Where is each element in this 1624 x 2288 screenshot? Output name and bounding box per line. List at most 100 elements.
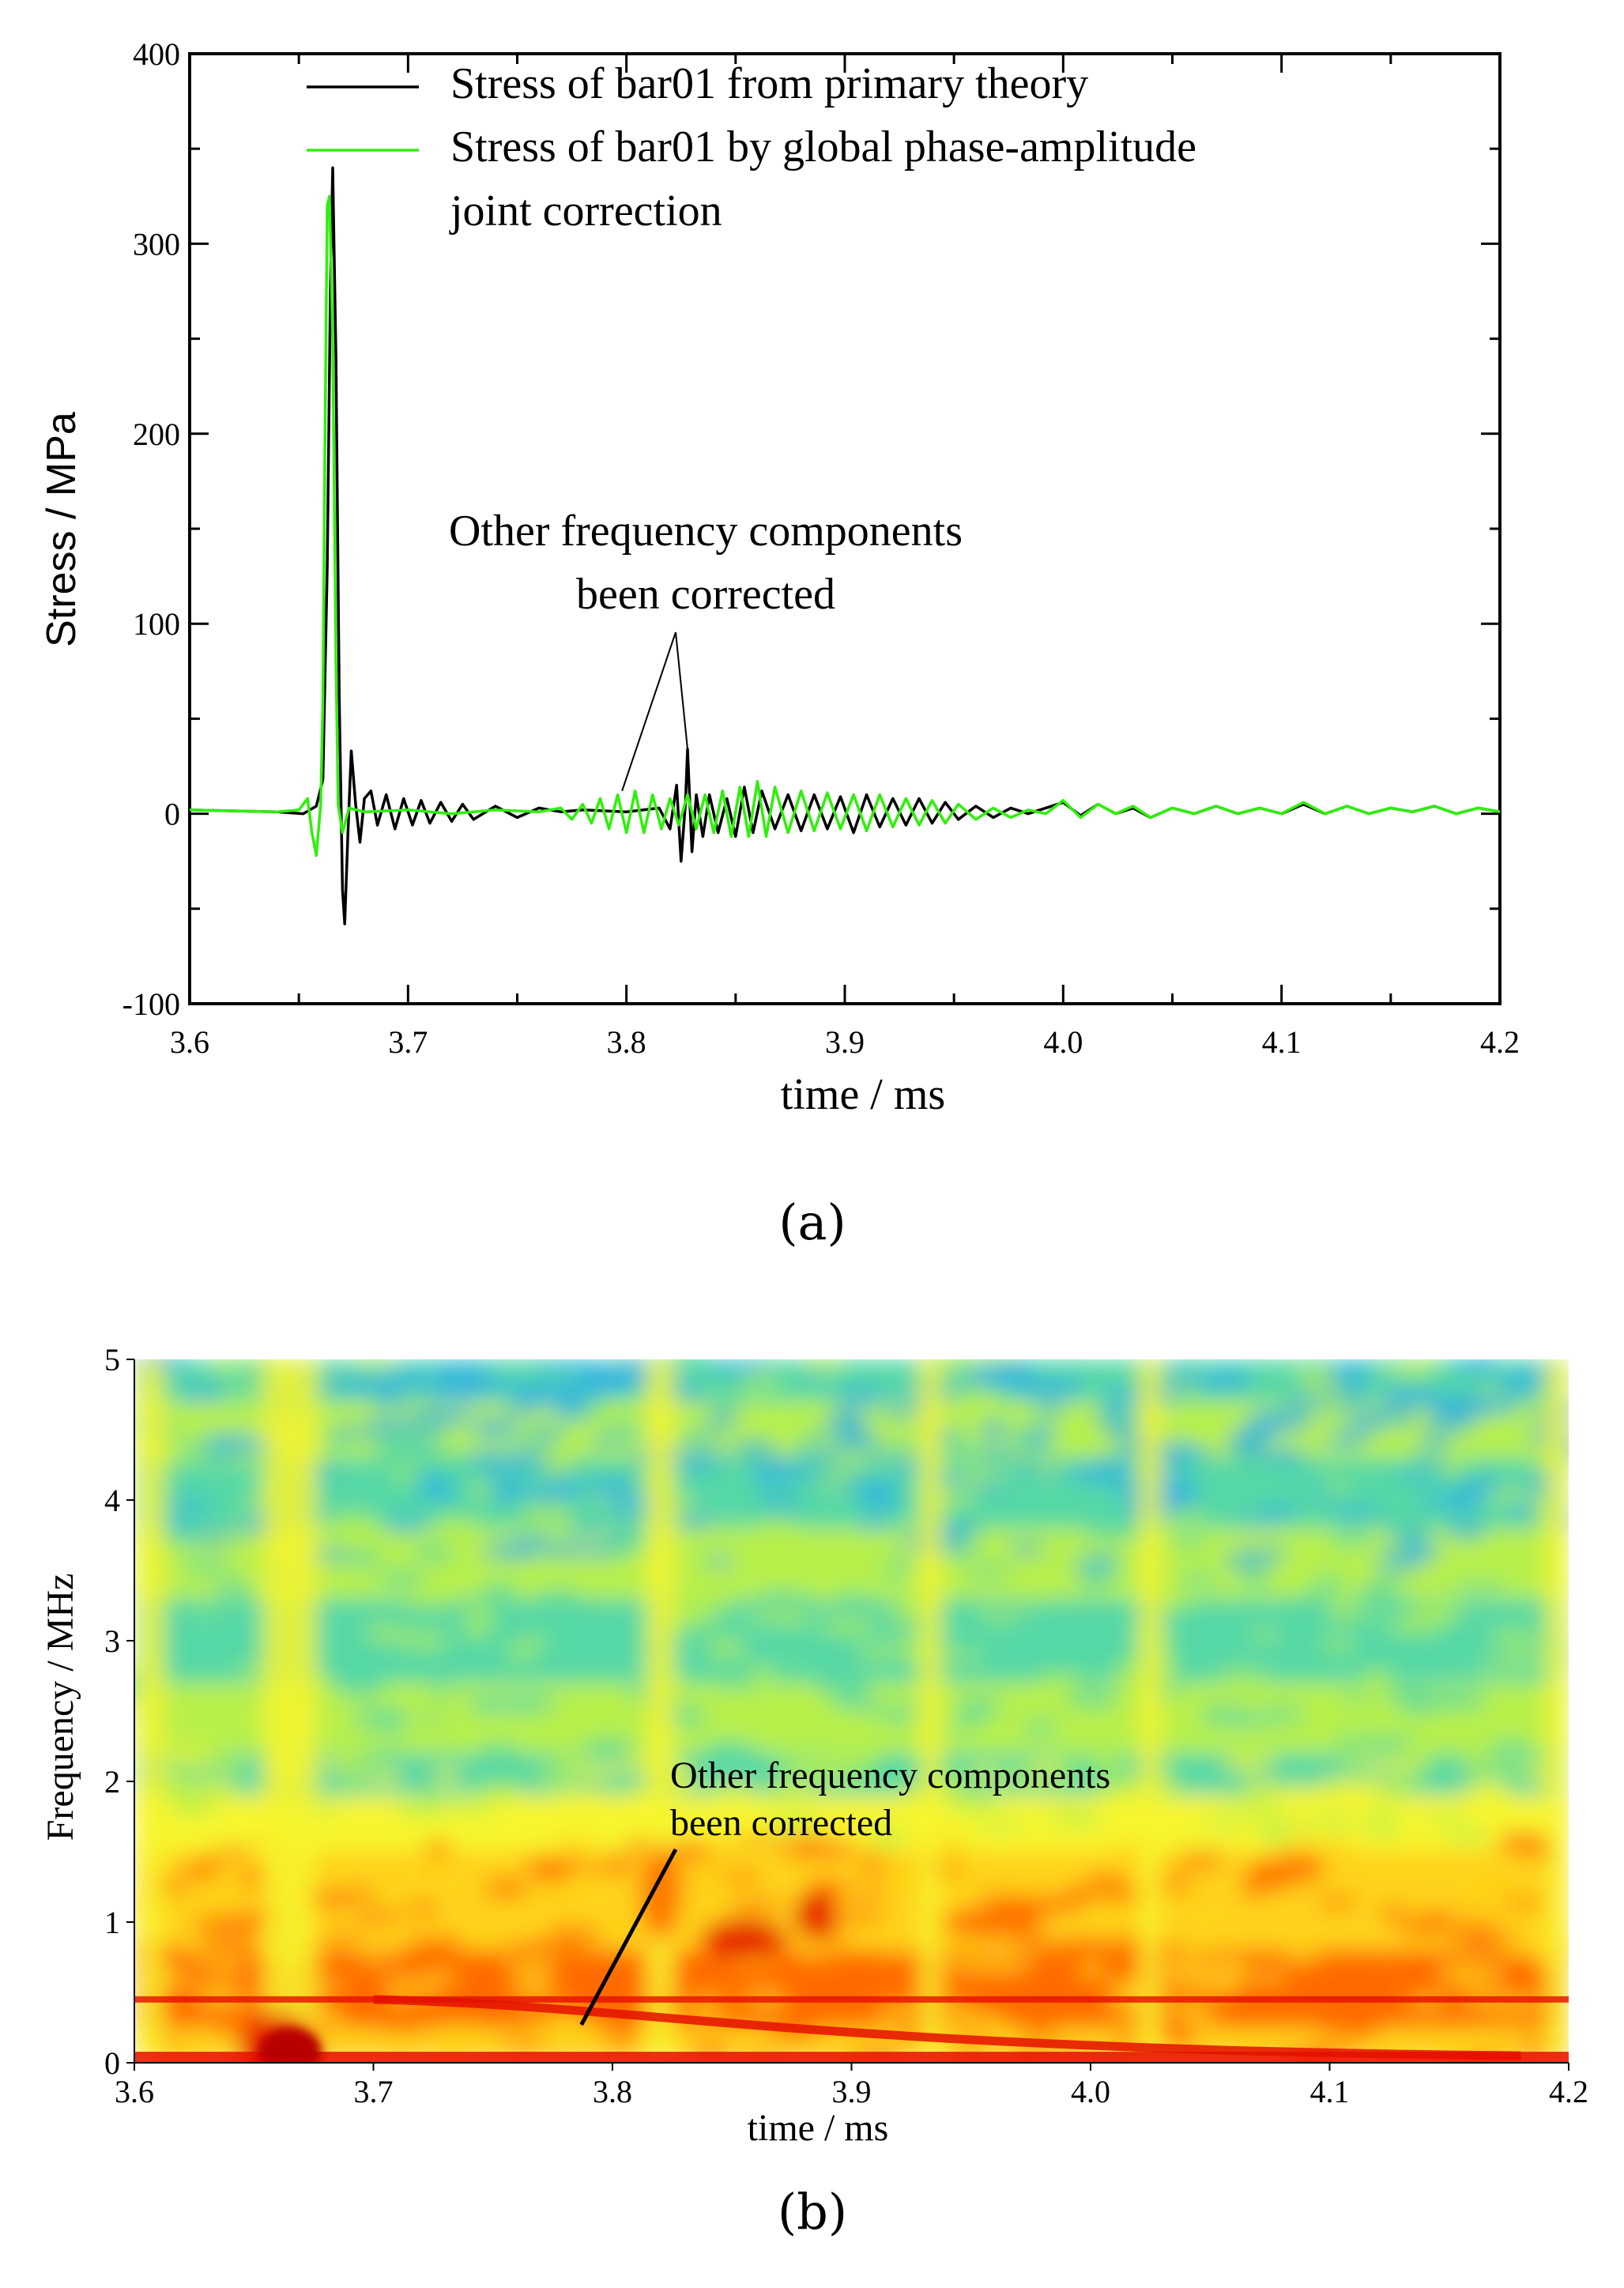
heatmap-cell: [1313, 1573, 1345, 1589]
heatmap-cell: [1167, 1510, 1204, 1525]
heatmap-cell: [1298, 1818, 1335, 1830]
heatmap-cell: [1242, 1782, 1288, 1798]
heatmap-cell-high: [438, 1412, 477, 1423]
y-tick-label-b: 3: [104, 1623, 120, 1659]
heatmap-cell: [378, 2017, 426, 2034]
heatmap-cell: [1281, 1739, 1341, 1753]
heatmap-cell: [1396, 1467, 1451, 1479]
heatmap-cell: [1355, 1884, 1387, 1895]
axis-ticks-a: [188, 52, 1502, 1005]
heatmap-cell: [1465, 1777, 1509, 1792]
heatmap-cell: [1241, 1876, 1268, 1898]
heatmap-cell: [1220, 1967, 1255, 1982]
heatmap-cell: [375, 1388, 403, 1411]
x-tick-label-b: 3.7: [354, 2074, 394, 2109]
heatmap-cell: [1283, 1479, 1332, 1491]
heatmap-cell: [1220, 1713, 1274, 1727]
heatmap-cell: [480, 1581, 517, 1600]
heatmap-cell-high: [420, 1475, 454, 1498]
heatmap-cell: [1078, 1966, 1106, 1977]
heatmap-cell: [338, 1888, 375, 1903]
heatmap-cell: [213, 2033, 243, 2055]
heatmap-cell: [838, 1695, 878, 1709]
series-group-a: [190, 166, 1500, 925]
heatmap-cell: [308, 1547, 351, 1562]
heatmap-cell: [606, 1649, 654, 1671]
legend-a: Stress of bar01 from primary theory Stre…: [307, 59, 1196, 236]
heatmap-cell: [1024, 1427, 1055, 1446]
heatmap-cell: [479, 1698, 525, 1713]
heatmap-cell-high: [1249, 1420, 1293, 1432]
heatmap-cell: [797, 1471, 837, 1481]
heatmap-cell: [1335, 1361, 1373, 1379]
heatmap-cell: [558, 1672, 596, 1683]
heatmap-cell: [1164, 1954, 1212, 1977]
heatmap-cell: [1421, 1426, 1452, 1437]
legend-label-corrected-line1: Stress of bar01 by global phase-amplitud…: [450, 123, 1196, 172]
heatmap-cell: [1173, 1658, 1219, 1674]
heatmap-cell: [597, 1854, 635, 1875]
heatmap-cell: [1014, 1934, 1059, 1948]
legend-label-primary: Stress of bar01 from primary theory: [450, 59, 1088, 108]
heatmap-cell: [1000, 1656, 1036, 1673]
heatmap-cell: [755, 1853, 804, 1867]
heatmap-cell: [603, 1422, 654, 1438]
heatmap-cell: [710, 1360, 769, 1376]
annotation-b-line2: been corrected: [670, 1802, 892, 1844]
heatmap-cell: [1233, 1516, 1284, 1527]
heatmap-hotspot: [639, 1846, 681, 1942]
heatmap-cell: [1445, 1519, 1486, 1540]
heatmap-cell: [940, 1650, 985, 1661]
heatmap-cell: [1010, 1603, 1061, 1614]
heatmap-cell: [383, 1517, 430, 1533]
heatmap-hotspot: [700, 1918, 788, 1960]
heatmap-cell: [1311, 1947, 1354, 1967]
heatmap-cell-high: [200, 1433, 262, 1450]
heatmap-cell: [590, 1917, 626, 1928]
heatmap-cell: [570, 1523, 605, 1535]
heatmap-cell: [1408, 1603, 1464, 1623]
heatmap-cell: [501, 2037, 548, 2050]
x-tick-label-b: 3.6: [115, 2074, 154, 2109]
heatmap-cell: [395, 1631, 450, 1649]
heatmap-cell: [1023, 1719, 1057, 1736]
heatmap-cell: [853, 1749, 883, 1766]
heatmap-cell: [1269, 1852, 1324, 1871]
heatmap-cell-high: [1472, 1397, 1520, 1415]
heatmap-cell: [605, 2028, 637, 2049]
heatmap-cell: [1471, 1800, 1516, 1816]
heatmap-cell: [211, 1846, 254, 1857]
heatmap-cell: [938, 1562, 966, 1577]
heatmap-cell: [1255, 1613, 1315, 1632]
legend-label-corrected-line2: joint correction: [449, 187, 722, 236]
y-tick-label-a: 200: [133, 417, 180, 452]
heatmap-cell: [1198, 1817, 1250, 1830]
heatmap-cell: [192, 1412, 241, 1433]
spectrogram-chart: 3.6 3.7 3.8 3.9 4.0 4.1 4.2 0 1 2 3 4 5 Other freque…: [40, 1342, 1588, 2241]
heatmap-cell: [934, 1598, 970, 1615]
heatmap-cell: [195, 1603, 234, 1618]
heatmap-cell: [1380, 1905, 1409, 1922]
heatmap-cell: [1054, 1936, 1107, 1955]
heatmap-cell-high: [1385, 1386, 1445, 1408]
heatmap-cell: [360, 1955, 397, 1966]
heatmap-cell: [1500, 1898, 1552, 1909]
heatmap-cell: [1302, 1362, 1332, 1373]
heatmap-cell: [937, 1773, 968, 1796]
heatmap-cell: [502, 1434, 556, 1446]
heatmap-cell: [1159, 2000, 1211, 2011]
heatmap-cell: [169, 1498, 214, 1509]
heatmap-cell: [518, 1974, 550, 1995]
tick-labels-a: 3.6 3.7 3.8 3.9 4.0 4.1 4.2 -100 0 100 200 300 400: [122, 36, 1520, 1060]
heatmap-cell: [1470, 1877, 1511, 1890]
heatmap-cell: [578, 1608, 628, 1619]
heatmap-cell: [1069, 1505, 1119, 1524]
tick-labels-b: 3.6 3.7 3.8 3.9 4.0 4.1 4.2 0 1 2 3 4 5: [104, 1342, 1588, 2109]
heatmap-ridge-decay: [373, 1995, 1521, 2060]
heatmap-cell: [602, 1535, 648, 1555]
heatmap-cell-high: [665, 1386, 707, 1403]
heatmap-cell: [671, 1511, 717, 1530]
annotation-b: Other frequency components been correcte…: [579, 1755, 1110, 2026]
heatmap-cell: [888, 1442, 925, 1457]
heatmap-cell: [1277, 1934, 1324, 1946]
